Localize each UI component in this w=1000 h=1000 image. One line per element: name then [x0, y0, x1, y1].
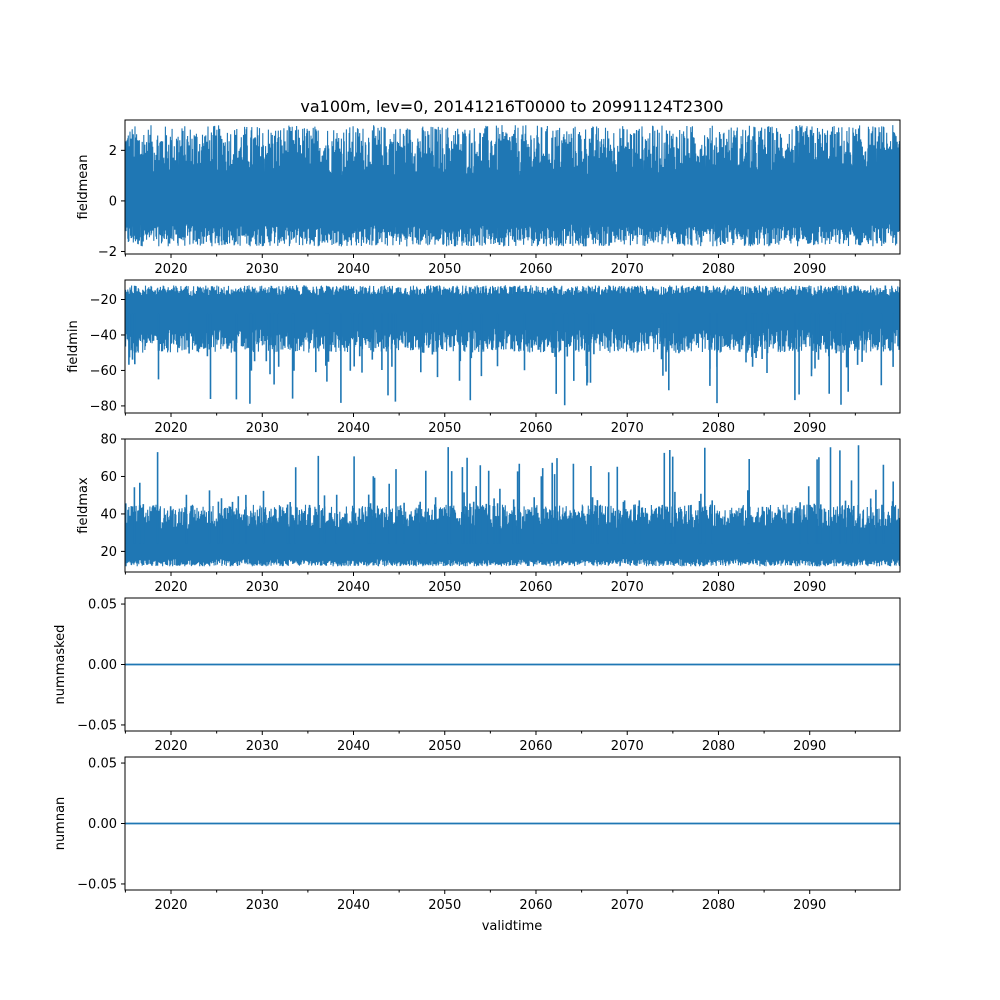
- axes-frame: [124, 279, 901, 414]
- x-tick-label: 2050: [428, 898, 461, 913]
- x-tick-label: 2060: [519, 580, 552, 595]
- y-axis-label: fieldmean: [76, 155, 91, 220]
- y-axis-label: numnan: [53, 797, 68, 851]
- x-tick-label: 2040: [337, 739, 370, 754]
- x-tick-label: 2060: [519, 421, 552, 436]
- x-tick-label: 2080: [702, 421, 735, 436]
- x-tick-label: 2070: [611, 421, 644, 436]
- y-tick-label: 40: [100, 507, 117, 522]
- y-tick-label: 60: [100, 470, 117, 485]
- subplot-fieldmean: −2 0 2 fieldmean 2020 2030 2040 2050 2060 2070 208…: [76, 119, 901, 277]
- x-tick-label: 2020: [154, 739, 187, 754]
- subplot-fieldmin: −80 −60 −40 −20 fieldmin 2020 2030 2040 2050 2060…: [66, 279, 901, 436]
- x-tick-label: 2060: [519, 739, 552, 754]
- x-tick-label: 2070: [611, 898, 644, 913]
- x-tick-label: 2050: [428, 580, 461, 595]
- series-spikes-fieldmax: [125, 445, 894, 544]
- y-tick-label: 2: [109, 144, 117, 159]
- subplot-numnan: −0.05 0.00 0.05 numnan 2020 2030 2040 2050 2060 2…: [53, 756, 901, 913]
- y-tick-label: −20: [90, 293, 117, 308]
- x-tick-label: 2050: [428, 262, 461, 277]
- y-tick-label: −40: [90, 328, 117, 343]
- x-tick-label: 2090: [793, 262, 826, 277]
- series-line-fieldmean: [125, 125, 900, 247]
- y-tick-label: 0.05: [88, 757, 117, 772]
- y-tick-label: −80: [90, 399, 117, 414]
- x-tick-label: 2030: [246, 580, 279, 595]
- y-axis-label: fieldmax: [76, 477, 91, 534]
- series-line-fieldmax: [125, 504, 900, 567]
- x-tick-label: 2090: [793, 421, 826, 436]
- x-tick-label: 2040: [337, 421, 370, 436]
- x-tick-label: 2060: [519, 898, 552, 913]
- y-axis-label: nummasked: [53, 625, 68, 705]
- series-line-fieldmin: [125, 285, 900, 353]
- x-tick-label: 2080: [702, 898, 735, 913]
- x-tick-label: 2030: [246, 739, 279, 754]
- y-tick-label: 0.05: [88, 598, 117, 613]
- x-tick-label: 2080: [702, 262, 735, 277]
- x-tick-label: 2070: [611, 739, 644, 754]
- x-tick-label: 2090: [793, 898, 826, 913]
- y-axis-label: fieldmin: [66, 320, 81, 373]
- x-tick-label: 2040: [337, 262, 370, 277]
- y-tick-label: −0.05: [77, 718, 117, 733]
- series-spikes-fieldmin: [128, 313, 894, 406]
- axes-frame: [124, 438, 901, 573]
- x-tick-label: 2050: [428, 421, 461, 436]
- x-tick-label: 2030: [246, 898, 279, 913]
- x-tick-label: 2070: [611, 580, 644, 595]
- axes-frame: [124, 119, 901, 255]
- x-tick-label: 2080: [702, 580, 735, 595]
- x-axis-label: validtime: [482, 919, 543, 934]
- chart-title: va100m, lev=0, 20141216T0000 to 20991124…: [300, 97, 723, 116]
- x-tick-label: 2070: [611, 262, 644, 277]
- x-tick-label: 2020: [154, 262, 187, 277]
- x-tick-label: 2040: [337, 898, 370, 913]
- subplot-nummasked: −0.05 0.00 0.05 nummasked 2020 2030 2040 2050 20…: [53, 597, 901, 754]
- x-tick-label: 2090: [793, 739, 826, 754]
- y-tick-label: −2: [98, 245, 117, 260]
- y-tick-label: 20: [100, 545, 117, 560]
- y-tick-label: 0.00: [88, 817, 117, 832]
- x-tick-label: 2020: [154, 421, 187, 436]
- x-tick-label: 2020: [154, 580, 187, 595]
- y-tick-label: 0.00: [88, 658, 117, 673]
- x-tick-label: 2030: [246, 421, 279, 436]
- x-tick-label: 2090: [793, 580, 826, 595]
- x-tick-label: 2050: [428, 739, 461, 754]
- x-tick-label: 2020: [154, 898, 187, 913]
- y-tick-label: −0.05: [77, 877, 117, 892]
- x-tick-label: 2030: [246, 262, 279, 277]
- y-tick-label: −60: [90, 364, 117, 379]
- x-tick-label: 2040: [337, 580, 370, 595]
- y-tick-label: 80: [100, 433, 117, 448]
- y-tick-label: 0: [109, 194, 117, 209]
- x-tick-label: 2060: [519, 262, 552, 277]
- x-tick-label: 2080: [702, 739, 735, 754]
